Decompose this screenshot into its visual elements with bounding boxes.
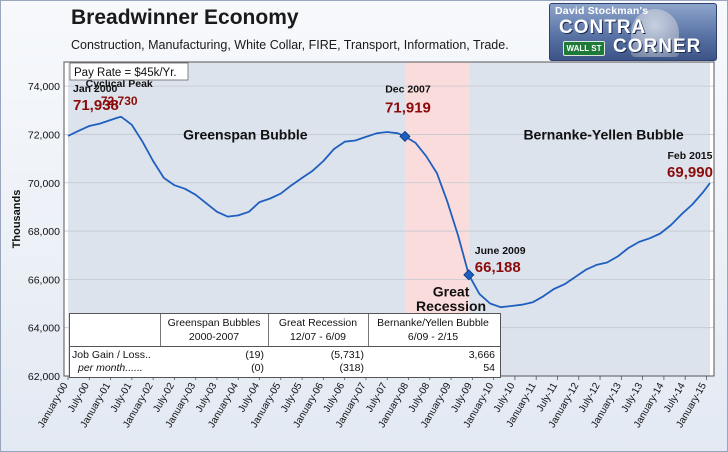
data-marker <box>399 130 411 142</box>
street-sign-icon: WALL ST <box>563 41 605 56</box>
table-row-label: per month...... <box>78 362 143 374</box>
table-cell: 54 <box>483 362 495 374</box>
chart-title: Breadwinner Economy <box>71 6 299 29</box>
pay-rate-note: Pay Rate = $45k/Yr. <box>74 67 177 79</box>
shaded-region <box>468 62 710 376</box>
annotation-label: Feb 2015 <box>668 150 713 162</box>
table-divider <box>268 314 269 346</box>
table-header-bernanke: Bernanke/Yellen Bubble <box>377 317 489 329</box>
annotation-value: 69,990 <box>667 164 713 181</box>
annotation-label: June 2009 <box>475 245 526 257</box>
table-divider <box>70 346 500 347</box>
annotation-label: Cyclical Peak <box>86 78 153 90</box>
y-axis-label: Thousands <box>11 190 23 249</box>
chart-subtitle: Construction, Manufacturing, White Colla… <box>71 38 509 52</box>
table-divider <box>160 314 161 346</box>
region-label: Greenspan Bubble <box>183 126 308 142</box>
annotation-value: 71,919 <box>385 99 431 116</box>
table-header-bernanke-period: 6/09 - 2/15 <box>407 331 459 343</box>
region-label: Recession <box>416 298 486 314</box>
region-label: Bernanke-Yellen Bubble <box>523 126 683 142</box>
table-header-recession-period: 12/07 - 6/09 <box>289 331 347 343</box>
y-tick-label: 68,000 <box>28 226 60 238</box>
logo-contra-text: CONTRA <box>559 17 647 38</box>
table-cell: (5,731) <box>330 349 364 361</box>
table-header-greenspan: Greenspan Bubbles <box>167 317 261 329</box>
note-box <box>69 62 189 81</box>
y-tick-label: 72,000 <box>28 129 60 141</box>
capitol-dome-icon <box>631 9 679 57</box>
table-cell: (0) <box>251 362 264 374</box>
data-marker <box>463 269 475 281</box>
table-header-greenspan-period: 2000-2007 <box>188 331 240 343</box>
contra-corner-logo: David Stockman's CONTRA CORNER WALL ST <box>549 3 717 61</box>
annotation-value: 72,730 <box>101 94 138 108</box>
y-tick-label: 70,000 <box>28 178 60 190</box>
logo-byline: David Stockman's <box>555 5 649 17</box>
annotation-label: Dec 2007 <box>385 83 431 95</box>
annotation-label: Jan 2000 <box>73 83 118 95</box>
table-divider <box>368 314 369 346</box>
region-label: Great <box>433 283 470 299</box>
table-row-label: Job Gain / Loss.. <box>72 349 151 361</box>
y-tick-label: 74,000 <box>28 81 60 93</box>
table-cell: 3,666 <box>468 349 495 361</box>
table-header-recession: Great Recession <box>278 317 358 329</box>
series-line <box>67 115 711 309</box>
y-tick-label: 62,000 <box>28 371 60 383</box>
stats-table: Greenspan Bubbles 2000-2007 Great Recess… <box>69 313 501 378</box>
annotation-value: 66,188 <box>475 259 521 276</box>
table-cell: (19) <box>245 349 264 361</box>
y-tick-label: 66,000 <box>28 274 60 286</box>
table-cell: (318) <box>339 362 364 374</box>
x-tick-label: January-00 <box>36 381 71 430</box>
annotation-value: 71,938 <box>73 97 119 114</box>
y-tick-label: 64,000 <box>28 323 60 335</box>
logo-corner-text: CORNER <box>613 36 702 57</box>
